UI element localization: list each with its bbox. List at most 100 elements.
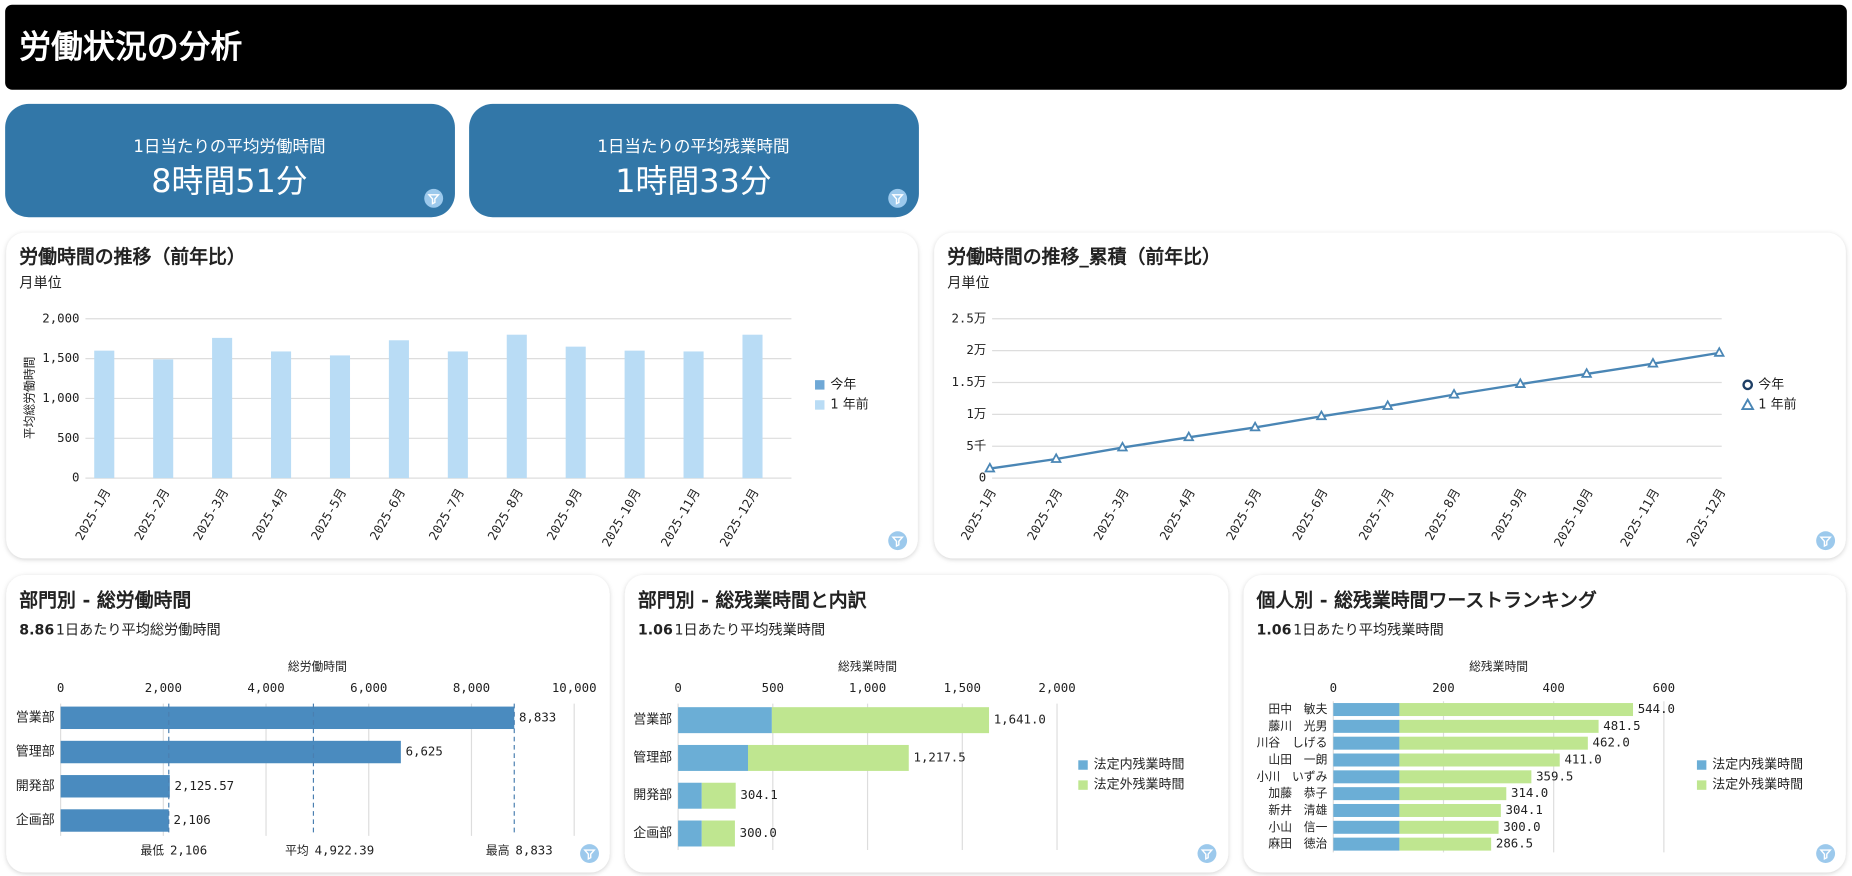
bar-segment — [678, 782, 702, 809]
x-tick-label: 200 — [1432, 680, 1454, 695]
kpi-label: 1日あたり平均残業時間 — [675, 622, 826, 638]
total-label: 462.0 — [1593, 735, 1630, 750]
value-label: 2,125.57 — [175, 778, 235, 793]
bar — [329, 355, 351, 479]
y-tick-label: 小山 信一 — [1268, 820, 1327, 834]
filter-icon — [583, 849, 596, 861]
x-tick-label: 0 — [674, 680, 681, 695]
bar — [447, 351, 468, 479]
legend-swatch — [815, 400, 825, 410]
x-axis-title: 総労働時間 — [288, 660, 347, 674]
bar-segment — [1333, 703, 1400, 717]
reference-value: 2,106 — [170, 843, 207, 858]
bar — [742, 334, 763, 479]
y-tick-label: 1,000 — [42, 390, 79, 405]
y-tick-label: 企画部 — [633, 825, 672, 841]
bar — [565, 346, 586, 479]
total-label: 300.0 — [740, 825, 777, 840]
kpi-value: 8時間51分 — [151, 162, 307, 200]
card — [934, 232, 1846, 559]
y-tick-label: 2万 — [966, 342, 986, 357]
filter-button[interactable] — [1816, 531, 1836, 551]
y-tick-label: 営業部 — [16, 709, 55, 725]
legend-label: 法定内残業時間 — [1094, 757, 1185, 773]
chart-title: 部門別 - 総労働時間 — [19, 588, 191, 611]
filter-button[interactable] — [1816, 844, 1836, 864]
total-label: 304.1 — [1506, 802, 1543, 817]
point — [1116, 440, 1129, 452]
bar — [271, 351, 292, 479]
line — [989, 351, 1720, 470]
reference-value: 4,922.39 — [315, 843, 375, 858]
bar-segment — [1333, 803, 1400, 817]
x-tick-label: 6,000 — [350, 680, 387, 695]
bar-segment — [771, 707, 990, 734]
y-tick-label: 営業部 — [633, 712, 672, 728]
filter-icon — [891, 194, 904, 205]
filter-button[interactable] — [888, 188, 908, 208]
value-label: 8,833 — [519, 709, 556, 724]
reference-label: 最高 — [486, 844, 510, 858]
point — [1514, 377, 1527, 388]
value-label: 2,106 — [174, 812, 211, 827]
x-tick-label: 0 — [1330, 680, 1337, 695]
total-label: 481.5 — [1603, 718, 1640, 733]
bar-segment — [1333, 787, 1400, 801]
filter-icon — [1200, 849, 1214, 861]
kpi-value: 8.86 — [19, 622, 54, 638]
kpi-label: 1日あたり平均残業時間 — [1293, 622, 1444, 638]
legend-swatch — [1696, 760, 1707, 770]
point — [1381, 399, 1394, 410]
bar-segment — [701, 782, 736, 809]
bar-segment — [1333, 820, 1400, 834]
bar-segment — [1333, 770, 1400, 784]
total-label: 544.0 — [1638, 701, 1675, 716]
x-tick-label: 500 — [762, 680, 784, 695]
legend-marker — [1742, 379, 1754, 391]
chart-title: 個人別 - 総残業時間ワーストランキング — [1256, 588, 1597, 611]
bar-segment — [1399, 837, 1492, 851]
bar-segment — [1399, 736, 1588, 750]
kpi-label: 1日当たりの平均残業時間 — [597, 137, 789, 156]
total-label: 314.0 — [1511, 785, 1548, 800]
filter-icon — [891, 536, 904, 548]
point — [1183, 430, 1195, 442]
legend-swatch — [1696, 780, 1707, 790]
x-axis-title: 総残業時間 — [1469, 660, 1528, 674]
y-tick-label: 0 — [979, 470, 986, 485]
kpi-card — [5, 103, 455, 218]
bar-segment — [701, 820, 735, 847]
filter-icon — [1819, 849, 1832, 861]
x-tick-label: 8,000 — [453, 680, 490, 695]
reference-label: 最低 — [140, 844, 164, 858]
y-tick-label: 管理部 — [16, 745, 55, 760]
y-tick-label: 新井 清雄 — [1268, 803, 1327, 817]
bar-segment — [1333, 736, 1400, 750]
filter-button[interactable] — [888, 531, 908, 551]
y-tick-label: 500 — [57, 430, 79, 445]
x-tick-label: 600 — [1653, 680, 1675, 695]
filter-icon — [427, 194, 440, 205]
y-tick-label: 0 — [72, 470, 79, 485]
kpi-value: 1時間33分 — [615, 162, 771, 200]
x-tick-label: 400 — [1543, 680, 1565, 695]
total-label: 286.5 — [1496, 836, 1533, 851]
chart-title: 労働時間の推移（前年比） — [19, 245, 246, 268]
y-tick-label: 管理部 — [633, 750, 672, 765]
legend-label: 1 年前 — [1758, 396, 1796, 412]
reference-label: 平均 — [285, 844, 309, 858]
y-tick-label: 麻田 徳治 — [1268, 837, 1327, 851]
chart-title: 部門別 - 総残業時間と内訳 — [638, 588, 867, 611]
bar — [60, 706, 515, 730]
filter-button[interactable] — [580, 844, 599, 864]
y-tick-label: 小川 いずみ — [1257, 769, 1328, 783]
x-tick-label: 1,000 — [849, 680, 886, 695]
filter-button[interactable] — [424, 188, 444, 208]
filter-button[interactable] — [1197, 844, 1217, 864]
bar-segment — [1399, 820, 1499, 834]
header-bar — [5, 4, 1847, 90]
legend-label: 法定内残業時間 — [1712, 757, 1803, 773]
bar — [212, 337, 233, 479]
bar — [60, 740, 401, 764]
